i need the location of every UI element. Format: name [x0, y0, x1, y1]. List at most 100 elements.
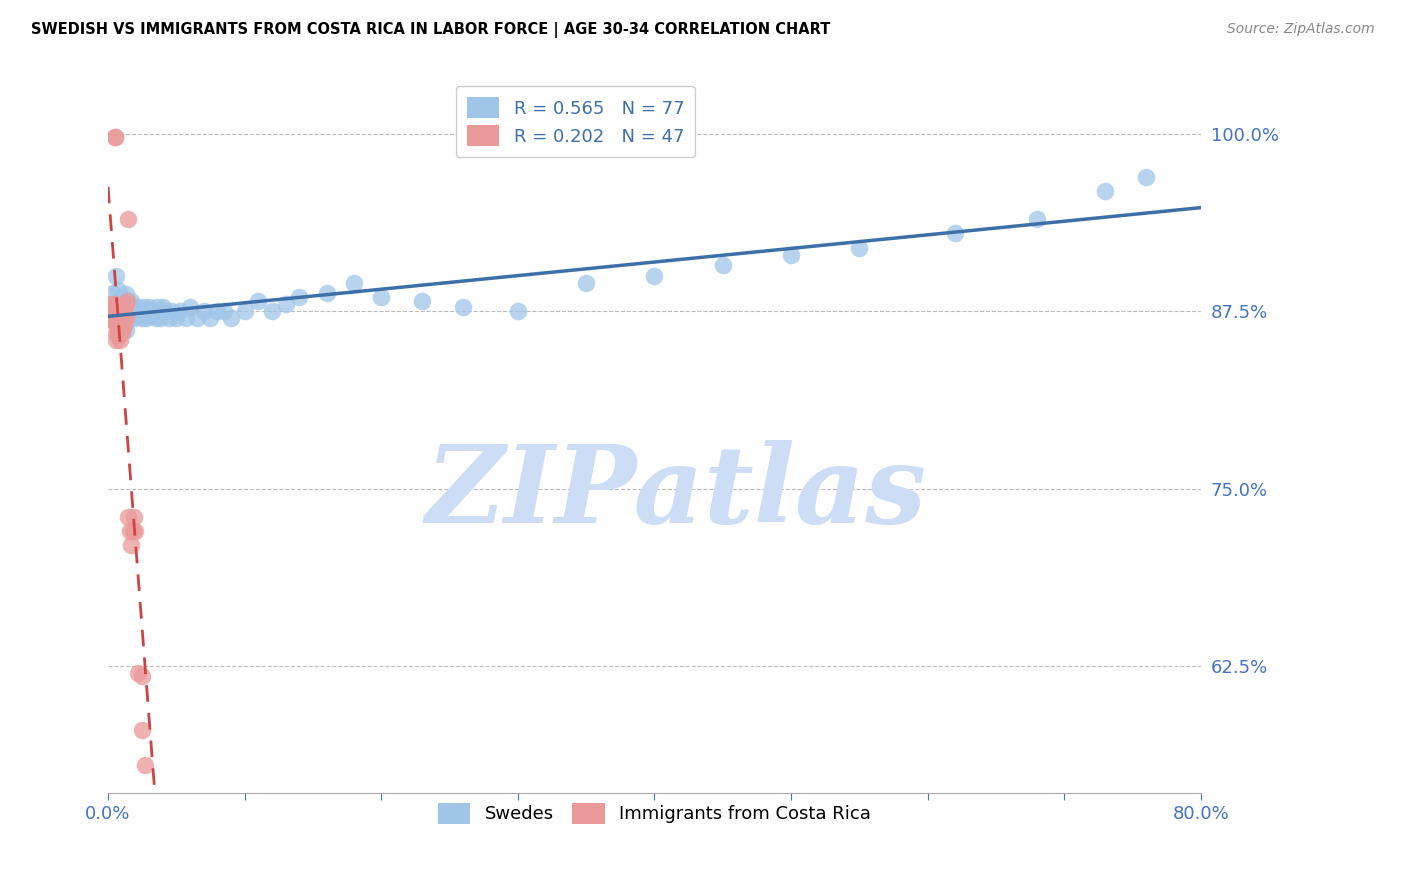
Point — [104, 297, 127, 311]
Point — [108, 323, 131, 337]
Point — [186, 311, 208, 326]
Point — [104, 304, 127, 318]
Point — [127, 665, 149, 680]
Legend: Swedes, Immigrants from Costa Rica: Swedes, Immigrants from Costa Rica — [427, 792, 882, 834]
Point — [105, 311, 128, 326]
Point — [212, 304, 235, 318]
Point — [127, 300, 149, 314]
Point — [111, 326, 134, 340]
Point — [139, 309, 162, 323]
Point — [101, 311, 124, 326]
Point — [118, 300, 141, 314]
Point — [105, 333, 128, 347]
Point — [132, 300, 155, 314]
Point — [115, 294, 138, 309]
Point — [128, 304, 150, 318]
Point — [118, 524, 141, 538]
Point — [135, 311, 157, 326]
Point — [120, 294, 142, 309]
Point — [193, 304, 215, 318]
Point — [110, 304, 132, 318]
Point — [207, 304, 229, 318]
Point — [110, 318, 132, 333]
Point — [117, 212, 139, 227]
Point — [105, 326, 128, 340]
Point — [155, 304, 177, 318]
Point — [138, 300, 160, 314]
Point — [112, 300, 135, 314]
Point — [575, 276, 598, 290]
Point — [343, 276, 366, 290]
Point — [159, 311, 181, 326]
Point — [233, 304, 256, 318]
Point — [122, 311, 145, 326]
Point — [110, 333, 132, 347]
Point — [108, 307, 131, 321]
Point — [111, 290, 134, 304]
Point — [124, 524, 146, 538]
Point — [114, 323, 136, 337]
Point — [174, 311, 197, 326]
Point — [105, 309, 128, 323]
Point — [111, 309, 134, 323]
Point — [152, 300, 174, 314]
Text: ZIPatlas: ZIPatlas — [426, 440, 927, 546]
Point — [160, 304, 183, 318]
Point — [219, 311, 242, 326]
Point — [112, 318, 135, 333]
Point — [105, 300, 128, 314]
Point — [411, 294, 433, 309]
Point — [943, 227, 966, 241]
Point — [100, 297, 122, 311]
Point — [110, 314, 132, 328]
Point — [108, 294, 131, 309]
Point — [131, 311, 153, 326]
Point — [142, 304, 165, 318]
Point — [134, 758, 156, 772]
Point — [643, 268, 665, 283]
Point — [124, 301, 146, 316]
Point — [115, 314, 138, 328]
Point — [114, 287, 136, 301]
Point — [103, 314, 125, 328]
Point — [107, 300, 129, 314]
Point — [165, 311, 187, 326]
Point — [101, 311, 124, 326]
Point — [110, 302, 132, 317]
Point — [100, 304, 122, 318]
Point — [247, 294, 270, 309]
Point — [117, 297, 139, 311]
Point — [112, 304, 135, 318]
Text: Source: ZipAtlas.com: Source: ZipAtlas.com — [1227, 22, 1375, 37]
Point — [506, 304, 529, 318]
Point — [121, 304, 143, 318]
Point — [711, 258, 734, 272]
Point — [315, 285, 337, 300]
Point — [122, 509, 145, 524]
Point — [101, 297, 124, 311]
Point — [107, 323, 129, 337]
Point — [107, 318, 129, 333]
Point — [114, 311, 136, 326]
Point — [146, 300, 169, 314]
Point — [451, 300, 474, 314]
Point — [111, 318, 134, 333]
Point — [149, 311, 172, 326]
Point — [260, 304, 283, 318]
Point — [112, 309, 135, 323]
Point — [780, 247, 803, 261]
Point — [169, 304, 191, 318]
Point — [107, 309, 129, 323]
Point — [103, 285, 125, 300]
Point — [104, 314, 127, 328]
Point — [108, 300, 131, 314]
Point — [145, 311, 167, 326]
Point — [107, 300, 129, 314]
Point — [105, 268, 128, 283]
Point — [104, 130, 127, 145]
Point — [120, 538, 142, 552]
Point — [121, 524, 143, 538]
Text: SWEDISH VS IMMIGRANTS FROM COSTA RICA IN LABOR FORCE | AGE 30-34 CORRELATION CHA: SWEDISH VS IMMIGRANTS FROM COSTA RICA IN… — [31, 22, 831, 38]
Point — [200, 311, 222, 326]
Point — [115, 304, 138, 318]
